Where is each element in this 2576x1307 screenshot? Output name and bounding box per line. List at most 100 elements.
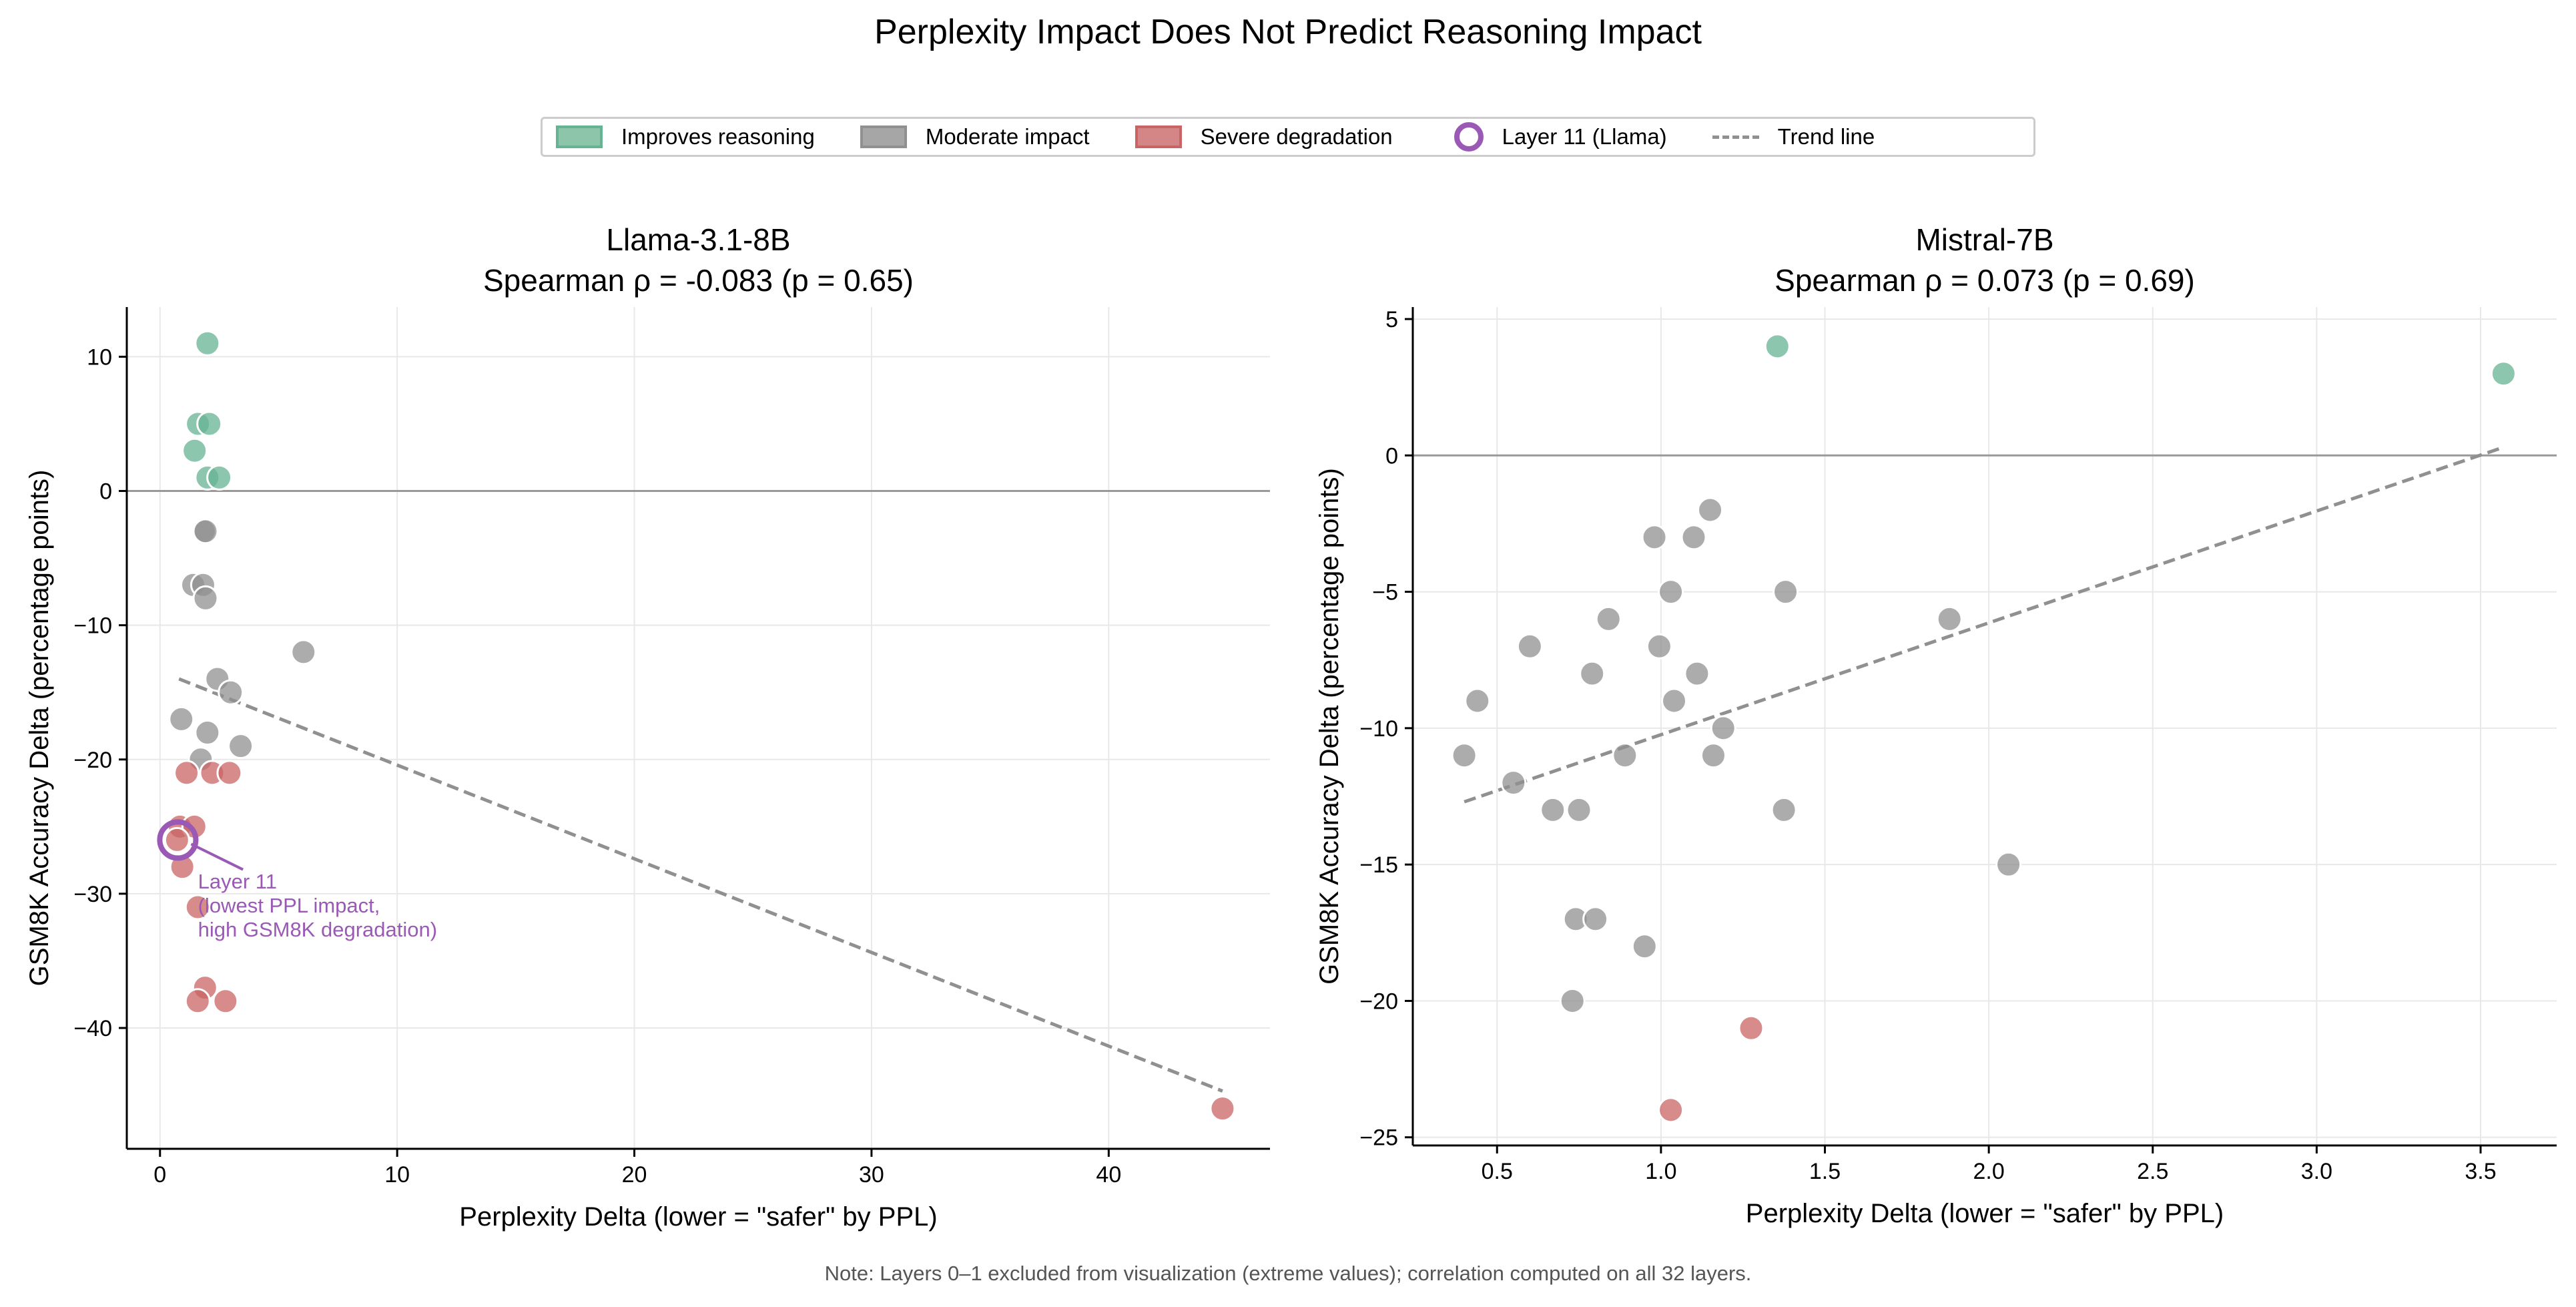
annotation-text: (lowest PPL impact, [198,894,380,917]
legend-item-trend: Trend line [1712,124,1875,150]
data-point-moderate [1566,796,1592,823]
x-tick-label: 1.0 [1645,1159,1676,1184]
footnote: Note: Layers 0–1 excluded from visualiza… [824,1262,1752,1285]
data-point-severe [184,894,211,921]
x-axis-label: Perplexity Delta (lower = "safer" by PPL… [1746,1199,2224,1228]
trend-line [1464,445,2505,804]
data-point-moderate [1631,933,1658,960]
data-point-moderate [194,720,221,746]
data-point-moderate [1710,715,1736,742]
x-tick-label: 0 [153,1162,166,1188]
x-tick-label: 2.0 [1973,1159,2005,1184]
legend-label: Improves reasoning [621,124,815,149]
data-point-improves [194,330,221,356]
data-point-moderate [1582,906,1609,933]
y-tick-label: −10 [73,613,112,639]
legend-swatch-severe [1135,125,1182,148]
y-tick-label: −30 [73,882,112,907]
y-tick-label: −15 [1359,852,1398,878]
figure-title: Perplexity Impact Does Not Predict Reaso… [874,13,1702,51]
data-point-severe [174,760,200,786]
data-point-moderate [1464,688,1491,714]
legend-item-severe: Severe degradation [1135,124,1393,150]
legend-swatch-moderate [860,125,907,148]
y-tick-label: 0 [99,479,112,505]
data-point-moderate [1500,770,1527,796]
x-tick-label: 10 [384,1162,410,1188]
data-point-moderate [1516,633,1543,660]
legend-label: Moderate impact [925,124,1090,149]
y-axis-label: GSM8K Accuracy Delta (percentage points) [25,470,54,987]
data-point-moderate [1995,851,2022,878]
subplot-1: Mistral-7B Spearman ρ = 0.073 (p = 0.69) 0… [1315,222,2557,1228]
data-point-severe [184,988,211,1015]
x-tick-label: 30 [859,1162,884,1188]
legend-label: Layer 11 (Llama) [1502,124,1667,149]
data-point-moderate [228,733,254,760]
legend-item-improves: Improves reasoning [556,124,815,150]
data-point-moderate [1595,605,1622,632]
y-tick-label: −20 [1359,989,1398,1014]
y-tick-label: 10 [87,344,112,370]
data-point-moderate [1579,660,1606,687]
x-tick-label: 0.5 [1482,1159,1513,1184]
data-point-moderate [1559,987,1586,1014]
legend-label: Severe degradation [1200,124,1393,149]
data-point-moderate [1641,524,1668,551]
data-point-improves [182,437,208,464]
data-point-severe [1738,1015,1764,1041]
data-point-improves [2490,360,2517,387]
data-point-moderate [1684,660,1710,687]
x-tick-label: 2.5 [2137,1159,2168,1184]
data-point-moderate [168,706,195,732]
annotation-arrow [190,842,244,871]
data-point-moderate [1697,497,1724,523]
x-tick-label: 40 [1096,1162,1121,1188]
subplot-title: Llama-3.1-8B [606,222,790,257]
x-tick-label: 3.0 [2301,1159,2332,1184]
annotation-text: Layer 11 [198,870,277,893]
layer-11-highlight-ring [157,819,199,861]
data-point-moderate [1646,633,1672,660]
subplot-0: Llama-3.1-8B Spearman ρ = -0.083 (p = 0.6… [25,222,1270,1232]
data-point-severe [216,760,243,786]
data-point-moderate [1700,742,1726,769]
data-point-moderate [192,585,219,611]
y-tick-label: −10 [1359,716,1398,742]
y-tick-label: −5 [1372,580,1398,605]
data-point-improves [1764,333,1791,360]
x-tick-label: 1.5 [1809,1159,1841,1184]
data-point-moderate [1661,688,1688,714]
annotation-text: high GSM8K degradation) [198,918,437,941]
data-point-moderate [192,518,219,545]
x-tick-label: 20 [622,1162,647,1188]
data-point-moderate [1770,796,1797,823]
legend-item-layer11: Layer 11 (Llama) [1438,122,1667,152]
data-point-moderate [1936,605,1963,632]
x-axis-label: Perplexity Delta (lower = "safer" by PPL… [459,1202,937,1232]
data-point-moderate [1680,524,1707,551]
legend: Improves reasoning Moderate impact Sever… [541,117,2035,157]
data-point-severe [212,988,239,1015]
y-tick-label: −20 [73,748,112,773]
data-point-severe [164,826,190,853]
y-tick-label: 0 [1385,443,1398,469]
x-tick-label: 3.5 [2465,1159,2496,1184]
legend-swatch-improves [556,125,603,148]
subplot-subtitle: Spearman ρ = -0.083 (p = 0.65) [483,263,914,298]
data-point-severe [1209,1095,1236,1122]
data-point-moderate [1612,742,1638,769]
data-point-moderate [218,679,244,706]
data-point-improves [206,464,233,491]
legend-item-moderate: Moderate impact [860,124,1090,150]
trend-line [178,677,1223,1093]
legend-dash-icon [1712,135,1759,139]
data-point-moderate [1451,742,1478,769]
data-point-severe [1658,1097,1684,1123]
subplot-title: Mistral-7B [1915,222,2053,257]
data-point-moderate [1773,579,1799,605]
subplot-subtitle: Spearman ρ = 0.073 (p = 0.69) [1775,263,2195,298]
data-point-moderate [290,639,317,666]
legend-ring-icon [1454,122,1484,152]
